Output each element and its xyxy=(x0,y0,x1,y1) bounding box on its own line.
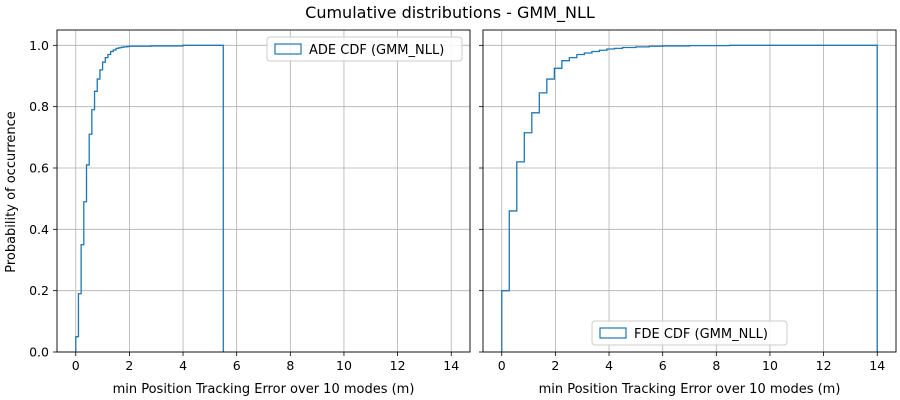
subplot-1: 0 2 4 6 8 10 12 14 0.0 0.2 0.4 0.6 0.8 1.0 min Positio… xyxy=(29,29,471,397)
y-tick-label: 0.4 xyxy=(29,222,49,237)
x-tick-label: 14 xyxy=(443,358,459,373)
x-tick-label: 4 xyxy=(605,358,613,373)
x-tick-label: 2 xyxy=(551,358,559,373)
y-tick-label: 0.6 xyxy=(29,161,49,176)
x-tick-label: 12 xyxy=(816,358,832,373)
legend-label: ADE CDF (GMM_NLL) xyxy=(309,43,444,58)
x-tick-label: 0 xyxy=(498,358,506,373)
x-tick-label: 12 xyxy=(390,358,406,373)
y-tick-label: 0.8 xyxy=(29,99,49,114)
x-tick-label: 2 xyxy=(125,358,133,373)
subplot-2: 0 2 4 6 8 10 12 14 min Position Tracking Error o… xyxy=(479,29,897,397)
x-tick-label: 0 xyxy=(72,358,80,373)
y-tick-label: 1.0 xyxy=(29,38,49,53)
x-tick-label: 8 xyxy=(712,358,720,373)
x-tick-label: 4 xyxy=(179,358,187,373)
x-tick-label: 14 xyxy=(869,358,885,373)
x-tick-label: 8 xyxy=(286,358,294,373)
x-axis-label: min Position Tracking Error over 10 mode… xyxy=(539,382,841,397)
legend: FDE CDF (GMM_NLL) xyxy=(591,320,788,346)
legend-swatch xyxy=(599,327,627,339)
x-tick-label: 10 xyxy=(762,358,778,373)
legend-label: FDE CDF (GMM_NLL) xyxy=(634,327,768,342)
subplots: 0 2 4 6 8 10 12 14 0.0 0.2 0.4 0.6 0.8 1.0 min Positio… xyxy=(29,29,897,397)
legend: ADE CDF (GMM_NLL) xyxy=(266,36,463,62)
legend-swatch xyxy=(274,43,302,55)
y-axis-label: Probability of occurrence xyxy=(4,111,19,273)
cdf-step-line-1 xyxy=(501,44,878,352)
figure-title: Cumulative distributions - GMM_NLL xyxy=(305,3,595,23)
cdf-step-line-1 xyxy=(75,44,224,352)
legend-box xyxy=(591,320,788,346)
x-tick-label: 6 xyxy=(659,358,667,373)
y-tick-label: 0.0 xyxy=(29,345,49,360)
y-tick-label: 0.2 xyxy=(29,283,49,298)
axes-frame xyxy=(56,29,471,353)
legend-box xyxy=(266,36,463,62)
x-tick-label: 10 xyxy=(336,358,352,373)
axes-frame xyxy=(482,29,897,353)
x-axis-label: min Position Tracking Error over 10 mode… xyxy=(113,382,415,397)
x-tick-label: 6 xyxy=(233,358,241,373)
